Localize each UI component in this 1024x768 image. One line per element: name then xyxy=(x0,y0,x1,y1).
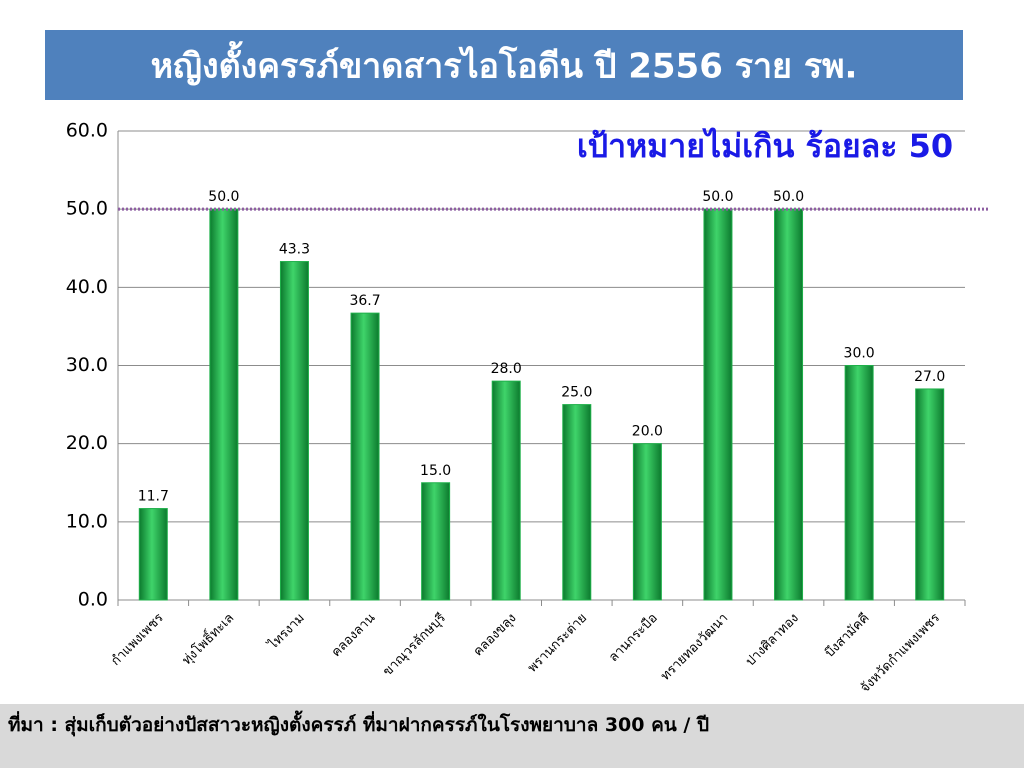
value-label: 27.0 xyxy=(914,369,945,385)
x-tick-label: ปางศิลาทอง xyxy=(743,611,802,670)
x-tick-label: บึงสามัคคี xyxy=(822,610,873,661)
x-tick-label: คลองลาน xyxy=(329,611,379,661)
value-label: 25.0 xyxy=(561,385,592,401)
x-tick-label: ขาณุวรลักษบุรี xyxy=(380,610,449,679)
bar xyxy=(138,508,168,601)
value-label: 36.7 xyxy=(349,293,380,309)
bar xyxy=(774,208,804,601)
footer: ที่มา : สุ่มเก็บตัวอย่างปัสสาวะหญิงตั้งค… xyxy=(0,704,1024,768)
value-label: 20.0 xyxy=(632,424,663,440)
x-tick-label: จังหวัดกำแพงเพชร xyxy=(858,611,943,696)
x-tick-label: ไทรงาม xyxy=(264,610,307,653)
bar xyxy=(279,261,309,601)
x-tick-label: ทุ่งโพธิ์ทะเล xyxy=(178,609,238,669)
x-tick-label: กำแพงเพชร xyxy=(108,611,166,669)
y-tick-label: 60.0 xyxy=(66,120,108,142)
y-tick-label: 50.0 xyxy=(66,198,108,220)
value-label: 11.7 xyxy=(138,489,169,505)
value-label: 50.0 xyxy=(773,189,804,205)
bar xyxy=(350,312,380,601)
bar xyxy=(632,443,662,601)
bar xyxy=(703,208,733,601)
value-label: 50.0 xyxy=(208,189,239,205)
value-label: 43.3 xyxy=(279,242,310,258)
chart-title: หญิงตั้งครรภ์ขาดสารไอโอดีน ปี 2556 ราย ร… xyxy=(151,41,858,87)
x-tick-label: ลานกระบือ xyxy=(605,610,660,665)
y-tick-label: 40.0 xyxy=(66,276,108,298)
bar xyxy=(915,388,945,601)
source-note: ที่มา : สุ่มเก็บตัวอย่างปัสสาวะหญิงตั้งค… xyxy=(8,714,710,736)
bar xyxy=(844,365,874,601)
value-label: 30.0 xyxy=(844,346,875,362)
y-tick-label: 30.0 xyxy=(66,354,108,376)
x-tick-label: คลองขลุง xyxy=(471,611,520,660)
x-tick-label: พรานกระต่าย xyxy=(525,611,590,676)
x-tick-label: ทรายทองวัฒนา xyxy=(658,611,731,684)
value-label: 28.0 xyxy=(491,361,522,377)
title-bar xyxy=(45,30,963,100)
bar xyxy=(209,208,239,601)
y-tick-label: 10.0 xyxy=(66,510,108,532)
y-tick-label: 0.0 xyxy=(78,589,108,611)
bar xyxy=(491,380,521,601)
value-label: 50.0 xyxy=(702,189,733,205)
y-tick-label: 20.0 xyxy=(66,432,108,454)
bar xyxy=(562,404,592,601)
annotation: เป้าหมายไม่เกิน ร้อยละ 50 xyxy=(576,127,954,165)
bar xyxy=(421,482,451,601)
value-label: 15.0 xyxy=(420,463,451,479)
